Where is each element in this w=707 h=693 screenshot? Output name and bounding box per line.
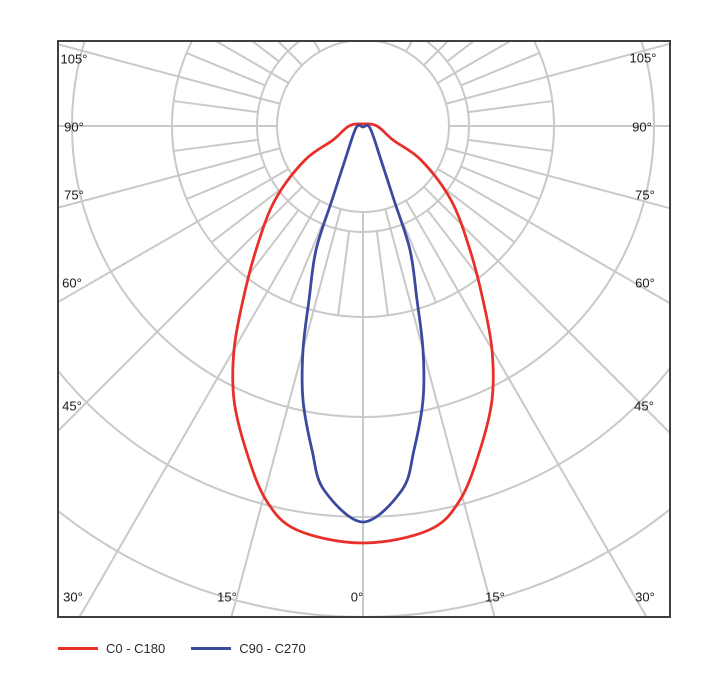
grid-radial-tick — [290, 0, 323, 28]
grid-radial-tick — [297, 42, 299, 43]
grid-radial-tick — [467, 100, 553, 114]
angle-label: 105° — [629, 50, 657, 66]
angle-label: 30° — [63, 589, 83, 605]
angle-label: 15° — [485, 589, 505, 605]
angle-label: 90° — [64, 119, 84, 135]
angle-label: 15° — [217, 589, 237, 605]
grid-circle — [59, 508, 669, 616]
legend: C0 - C180 C90 - C270 — [58, 641, 306, 656]
grid-radial-line — [277, 42, 303, 66]
grid-radial-tick — [173, 138, 259, 152]
grid-radial-tick — [446, 189, 516, 244]
grid-radial-line — [59, 147, 281, 209]
angle-label: 45° — [634, 398, 654, 414]
grid-radial-line — [436, 168, 669, 304]
grid-radial-tick — [186, 51, 266, 87]
angle-label: 75° — [635, 187, 655, 203]
legend-label-c0-c180: C0 - C180 — [106, 641, 166, 656]
grid-radial-line — [405, 199, 648, 616]
angle-label: 60° — [635, 275, 655, 291]
grid-radial-tick — [173, 100, 259, 114]
grid-radial-tick — [288, 223, 324, 303]
curve-c0-c180 — [231, 122, 495, 545]
grid-radial-line — [59, 168, 290, 303]
grid-radial-tick — [245, 209, 300, 279]
grid-radial-tick — [210, 189, 280, 244]
legend-line-blue — [191, 647, 232, 650]
legend-line-red — [58, 647, 98, 650]
angle-label: 90° — [632, 119, 652, 135]
angle-label: 45° — [62, 398, 82, 414]
grid-radial-tick — [404, 0, 437, 28]
grid-radial-tick — [427, 42, 429, 43]
legend-label-c90-c270: C90 - C270 — [239, 641, 306, 656]
grid-radial-tick — [460, 165, 540, 201]
grid-radial-tick — [337, 230, 351, 316]
grid-circle — [59, 367, 669, 518]
legend-item-c0-c180: C0 - C180 — [58, 641, 165, 656]
grid-radial-line — [78, 199, 321, 616]
grid-radial-tick — [251, 42, 280, 63]
plot-frame — [57, 40, 671, 618]
grid-radial-line — [384, 42, 387, 44]
angle-label: 60° — [62, 275, 82, 291]
grid-radial-tick — [467, 138, 553, 152]
angle-label: 105° — [60, 51, 88, 67]
grid-radial-line — [423, 186, 669, 434]
grid-radial-tick — [338, 0, 349, 21]
angle-label: 0° — [350, 589, 364, 605]
grid-radial-line — [230, 208, 342, 616]
intensity-curves — [231, 122, 495, 545]
grid-radial-tick — [375, 230, 389, 316]
legend-item-c90-c270: C90 - C270 — [191, 641, 306, 656]
angle-label: 30° — [635, 589, 655, 605]
grid-radial-line — [445, 147, 669, 210]
grid-radial-tick — [460, 51, 540, 87]
grid-radial-tick — [377, 0, 388, 21]
grid-radial-line — [445, 42, 669, 105]
grid-radial-line — [59, 43, 281, 105]
angle-label: 75° — [64, 187, 84, 203]
grid-radial-tick — [402, 223, 438, 303]
grid-radial-tick — [426, 209, 481, 279]
grid-radial-line — [423, 42, 449, 66]
grid-radial-tick — [446, 42, 475, 63]
curve-c90-c270 — [300, 123, 426, 524]
grid-radial-line — [59, 186, 303, 432]
grid-radial-line — [339, 42, 342, 44]
grid-radial-line — [384, 208, 496, 616]
grid-radial-tick — [186, 165, 266, 201]
